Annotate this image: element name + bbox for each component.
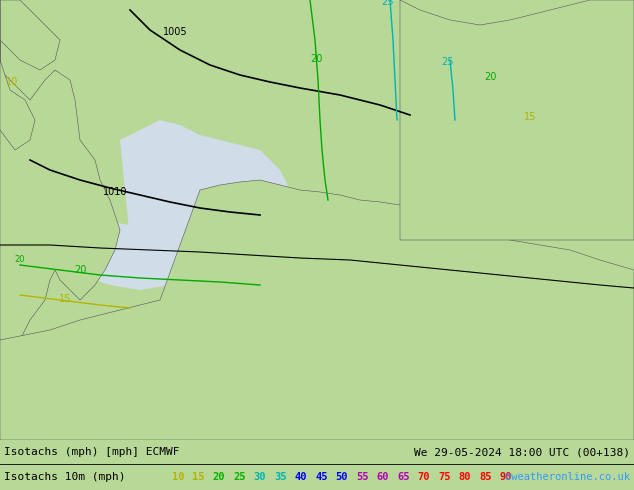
Text: 10: 10 [172,472,184,482]
Text: 65: 65 [398,472,410,482]
Text: 15: 15 [192,472,205,482]
Text: 85: 85 [479,472,492,482]
Text: 90: 90 [500,472,512,482]
Text: 45: 45 [315,472,328,482]
Text: 1010: 1010 [103,187,127,197]
Text: 25: 25 [442,57,454,67]
Text: 70: 70 [418,472,430,482]
Text: 35: 35 [275,472,287,482]
Polygon shape [120,120,300,295]
Text: Isotachs 10m (mph): Isotachs 10m (mph) [4,472,126,482]
Text: 80: 80 [459,472,471,482]
Text: 20: 20 [310,54,322,64]
Polygon shape [0,0,35,150]
Text: Isotachs (mph) [mph] ECMWF: Isotachs (mph) [mph] ECMWF [4,447,179,457]
Text: 40: 40 [295,472,307,482]
Text: 25: 25 [233,472,246,482]
Polygon shape [0,390,634,440]
Text: 20: 20 [74,265,86,275]
Polygon shape [0,0,60,70]
Text: 25: 25 [382,0,394,7]
Text: 10: 10 [6,77,18,87]
Text: 55: 55 [356,472,369,482]
Text: 20: 20 [484,72,496,82]
Text: 15: 15 [59,294,71,304]
Text: 60: 60 [377,472,389,482]
Text: 30: 30 [254,472,266,482]
Polygon shape [0,0,120,440]
Text: 20: 20 [15,255,25,264]
Polygon shape [0,180,634,440]
Polygon shape [60,220,450,292]
Text: ©weatheronline.co.uk: ©weatheronline.co.uk [505,472,630,482]
Text: 50: 50 [336,472,348,482]
Text: 1005: 1005 [163,27,187,37]
Text: 15: 15 [524,112,536,122]
Text: We 29-05-2024 18:00 UTC (00+138): We 29-05-2024 18:00 UTC (00+138) [414,447,630,457]
Text: 75: 75 [438,472,451,482]
Text: 20: 20 [213,472,225,482]
Polygon shape [400,0,634,240]
